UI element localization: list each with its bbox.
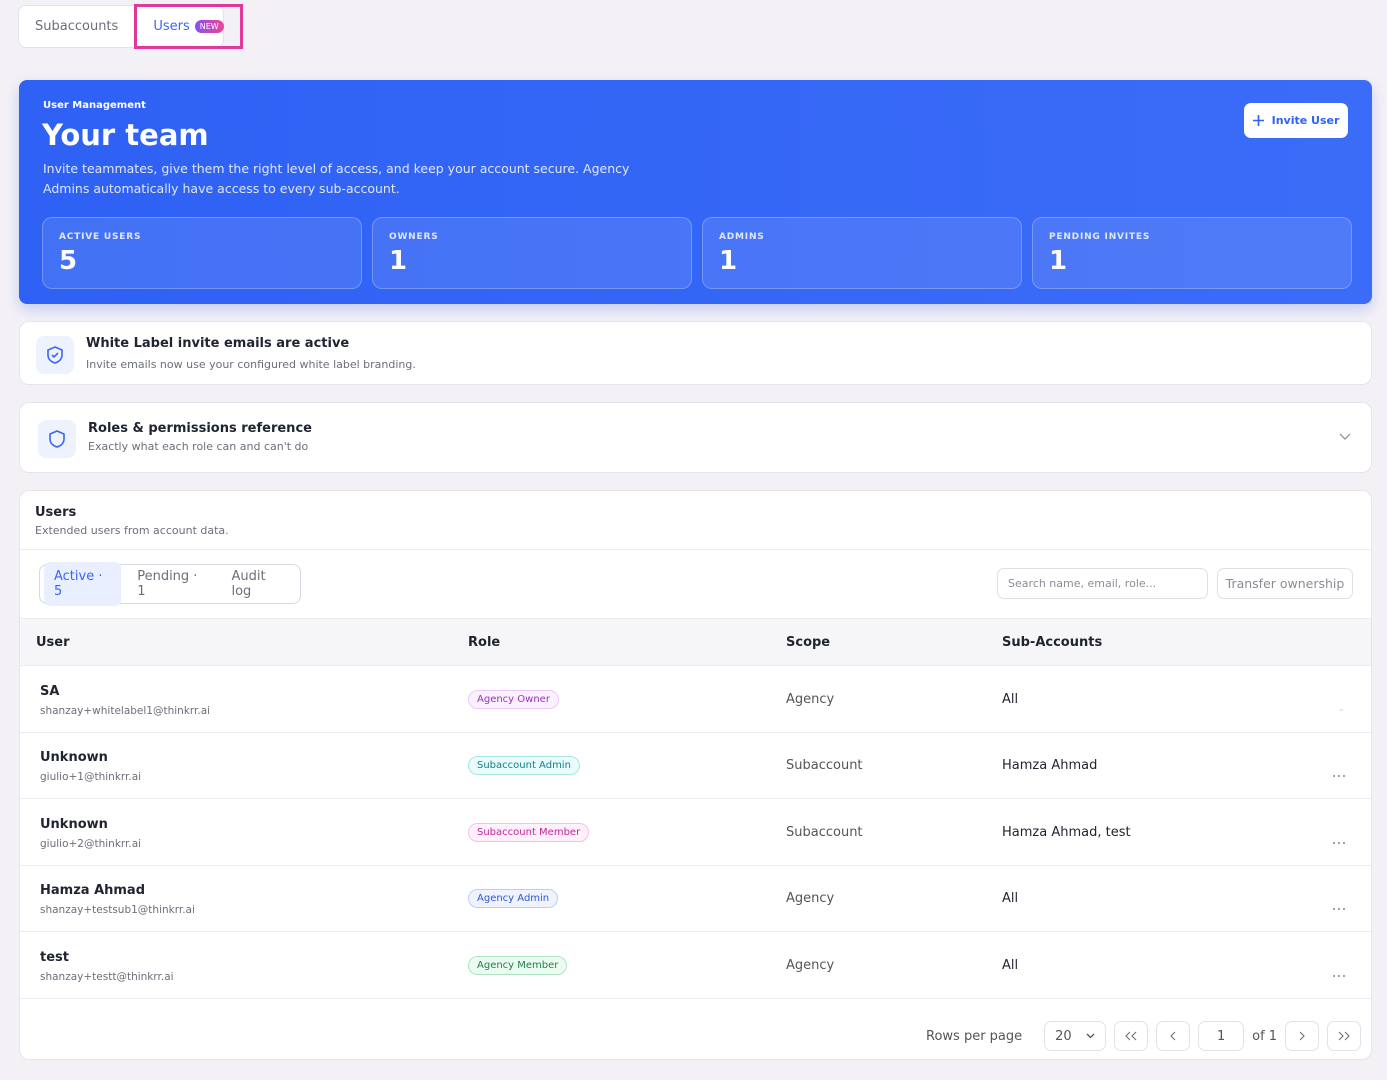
scope: Agency xyxy=(786,692,835,707)
eyebrow: User Management xyxy=(43,100,146,111)
tab-bar: Subaccounts Users NEW xyxy=(18,3,243,49)
sub-accounts: All xyxy=(1002,692,1019,707)
stat-value: 1 xyxy=(389,246,408,276)
filter-tab[interactable]: Pending · 1 xyxy=(137,569,198,599)
rows-value: 20 xyxy=(1055,1028,1072,1044)
stat-card: ACTIVE USERS 5 xyxy=(42,217,362,289)
notice-card: White Label invite emails are active Invi… xyxy=(19,321,1372,385)
roles-subtitle: Exactly what each role can and can't do xyxy=(88,440,309,453)
row-menu[interactable] xyxy=(1332,830,1346,849)
table-row: SA shanzay+whitelabel1@thinkrr.ai Agency O… xyxy=(20,667,1371,733)
scope: Agency xyxy=(786,957,835,973)
stat-card: ADMINS 1 xyxy=(702,217,1022,289)
shield-icon xyxy=(36,336,74,374)
badge: NEW xyxy=(194,19,224,33)
stat-card: OWNERS 1 xyxy=(372,217,692,289)
roles-card[interactable]: Roles & permissions reference Exactly wha… xyxy=(19,402,1372,473)
column-header: Role xyxy=(468,635,501,650)
notice-title: White Label invite emails are active xyxy=(86,336,350,351)
filter-tab[interactable]: Active · 5 xyxy=(44,562,122,606)
stat-label: ACTIVE USERS xyxy=(59,232,142,242)
row-menu[interactable] xyxy=(1332,896,1346,915)
users-title: Users xyxy=(35,505,77,520)
tab[interactable]: Subaccounts xyxy=(35,19,119,34)
chevron xyxy=(1339,433,1351,440)
roles-title: Roles & permissions reference xyxy=(88,421,312,436)
stat-label: ADMINS xyxy=(719,232,765,242)
user-email: shanzay+testt@thinkrr.ai xyxy=(40,970,174,983)
tab-active[interactable]: Users NEW xyxy=(134,3,243,49)
user-name: Unknown xyxy=(40,816,108,832)
prev-page[interactable] xyxy=(1156,1021,1191,1051)
column-header: Scope xyxy=(786,635,831,650)
stat-label: OWNERS xyxy=(389,232,439,242)
notice-text: Invite emails now use your configured wh… xyxy=(86,358,416,371)
table-row: Unknown giulio+1@thinkrr.ai Subaccount Adm… xyxy=(20,733,1371,800)
users-card: Users Extended users from account data. A… xyxy=(19,490,1372,1060)
sub-accounts: Hamza Ahmad xyxy=(1002,758,1098,774)
row-menu[interactable] xyxy=(1332,963,1346,982)
table-row: Unknown giulio+2@thinkrr.ai Subaccount Mem… xyxy=(20,800,1371,866)
search-input[interactable]: Search name, email, role... xyxy=(997,568,1208,599)
page-count: of 1 xyxy=(1252,1028,1278,1044)
hero-title: Your team xyxy=(42,118,209,152)
rows-select[interactable]: 20 xyxy=(1044,1021,1107,1051)
user-email: giulio+2@thinkrr.ai xyxy=(40,837,142,850)
user-email: giulio+1@thinkrr.ai xyxy=(40,771,142,784)
first-page[interactable] xyxy=(1114,1021,1149,1051)
last-page[interactable] xyxy=(1327,1021,1362,1051)
filter-tab[interactable]: Audit log xyxy=(231,569,266,599)
stats: ACTIVE USERS 5 OWNERS 1 ADMINS 1 PENDING INVIT… xyxy=(42,217,1352,289)
user-email: shanzay+testsub1@thinkrr.ai xyxy=(40,904,195,917)
column-header: User xyxy=(36,635,70,650)
role-badge: Subaccount Admin xyxy=(468,756,580,776)
page-input[interactable]: 1 xyxy=(1198,1021,1245,1051)
scope: Agency xyxy=(786,891,835,907)
user-name: Unknown xyxy=(40,750,108,766)
user-email: shanzay+whitelabel1@thinkrr.ai xyxy=(40,705,211,717)
column-header: Sub-Accounts xyxy=(1002,635,1103,650)
user-name: test xyxy=(40,949,69,965)
plus-icon xyxy=(1252,115,1264,126)
table-header: User Role Scope Sub-Accounts xyxy=(20,618,1371,666)
sub-accounts: All xyxy=(1002,957,1019,973)
transfer-button[interactable]: Transfer ownership xyxy=(1217,568,1353,599)
role-badge: Agency Member xyxy=(468,955,568,975)
table-row: Hamza Ahmad shanzay+testsub1@thinkrr.ai Ag… xyxy=(20,866,1371,933)
filter-tabs: Active · 5 Pending · 1 Audit log xyxy=(39,562,301,606)
hero-description: Invite teammates, give them the right le… xyxy=(43,161,630,196)
stat-label: PENDING INVITES xyxy=(1049,232,1151,242)
shield-icon xyxy=(38,420,76,458)
user-name: SA xyxy=(40,684,60,699)
page-value: 1 xyxy=(1217,1028,1226,1044)
invite-button[interactable]: Invite User xyxy=(1244,103,1348,138)
role-badge: Agency Owner xyxy=(468,690,559,709)
role-badge: Subaccount Member xyxy=(468,822,590,842)
stat-card: PENDING INVITES 1 xyxy=(1032,217,1352,289)
stat-value: 5 xyxy=(59,246,78,276)
next-page[interactable] xyxy=(1285,1021,1320,1051)
stat-value: 1 xyxy=(1049,246,1068,276)
table-row: test shanzay+testt@thinkrr.ai Agency Membe… xyxy=(20,933,1371,999)
user-name: Hamza Ahmad xyxy=(40,883,146,899)
row-menu[interactable] xyxy=(1332,763,1346,782)
button-label: Invite User xyxy=(1271,114,1340,127)
stat-value: 1 xyxy=(719,246,738,276)
hero: User Management Your team Invite teammat… xyxy=(19,80,1372,304)
scope: Subaccount xyxy=(786,758,863,774)
divider xyxy=(20,549,1371,550)
tab-label: Users xyxy=(153,18,190,34)
sub-accounts: Hamza Ahmad, test xyxy=(1002,824,1131,840)
scope: Subaccount xyxy=(786,824,863,840)
row-menu[interactable] xyxy=(1332,697,1344,716)
sub-accounts: All xyxy=(1002,891,1019,907)
users-subtitle: Extended users from account data. xyxy=(35,524,229,537)
rows-label: Rows per page xyxy=(926,1028,1023,1044)
role-badge: Agency Admin xyxy=(468,889,559,909)
pagination: Rows per page 20 1 of 1 xyxy=(926,1021,1362,1051)
